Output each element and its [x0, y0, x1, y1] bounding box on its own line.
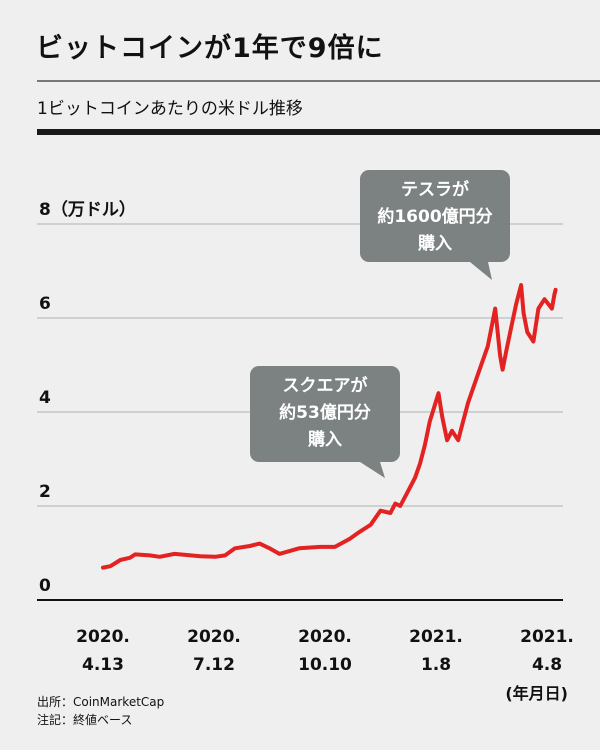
x-tick-label: 4.8: [532, 655, 562, 675]
x-tick-label: 4.13: [82, 655, 124, 675]
x-axis-unit: (年月日): [505, 684, 568, 703]
x-tick-label: 2020.: [187, 627, 241, 647]
y-tick-label: 2: [39, 482, 51, 502]
series-line-btc: [101, 283, 558, 570]
callout-pointer: [470, 262, 492, 280]
x-tick-label: 2021.: [520, 627, 574, 647]
x-tick-label: 10.10: [298, 655, 352, 675]
x-tick-label: 2020.: [298, 627, 352, 647]
callout-text: テスラが: [401, 179, 469, 200]
y-tick-label: 4: [39, 388, 51, 408]
x-tick-label: 7.12: [193, 655, 235, 675]
callout-text: 購入: [418, 233, 452, 254]
callout-text: 約53億円分: [279, 402, 371, 423]
divider-thick: [37, 129, 600, 135]
callout-text: 購入: [308, 429, 342, 450]
callout-text: 約1600億円分: [377, 206, 492, 227]
chart-subtitle: 1ビットコインあたりの米ドル推移: [37, 99, 303, 119]
x-tick-label: 1.8: [421, 655, 451, 675]
y-tick-label: 8（万ドル）: [39, 199, 136, 220]
x-tick-label: 2020.: [76, 627, 130, 647]
annotation-note: 注記：終値ベース: [37, 713, 133, 727]
callout-box: [360, 170, 510, 262]
x-tick-label: 2021.: [409, 627, 463, 647]
callout-pointer: [360, 462, 385, 478]
source-note: 出所：CoinMarketCap: [37, 695, 165, 709]
y-tick-label: 0: [39, 576, 51, 596]
chart-title: ビットコインが1年で9倍に: [36, 33, 384, 64]
divider: [37, 80, 600, 82]
y-tick-label: 6: [39, 294, 51, 314]
callout-text: スクエアが: [283, 375, 368, 396]
callout-box: [250, 366, 400, 462]
